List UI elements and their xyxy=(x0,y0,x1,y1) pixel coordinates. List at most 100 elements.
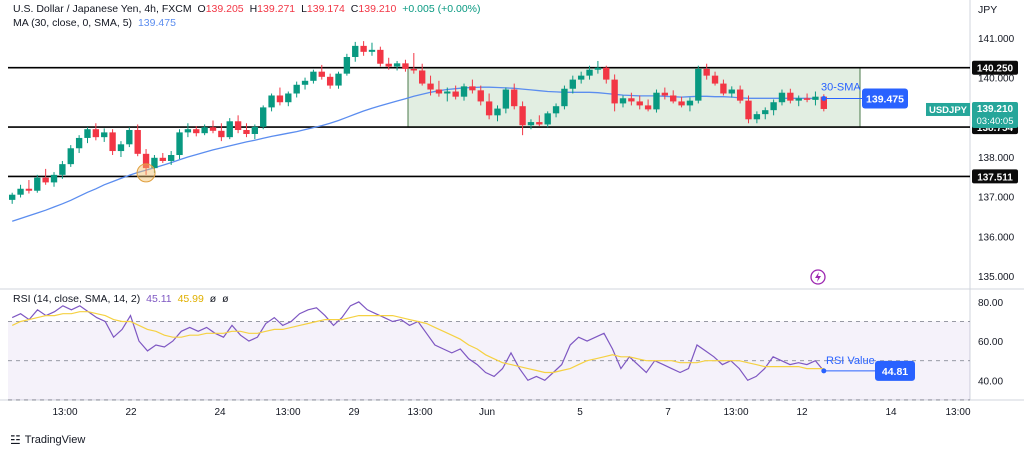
candle-body xyxy=(201,127,208,134)
candle-body xyxy=(276,95,284,103)
candle-body xyxy=(644,105,652,110)
rsi-legend: RSI (14, close, SMA, 14, 2) 45.11 45.99 … xyxy=(13,293,232,306)
candle-body xyxy=(477,90,484,102)
candle-body xyxy=(636,101,643,106)
change-value: +0.005 (+0.00%) xyxy=(402,3,481,15)
candle-body xyxy=(293,84,300,94)
candle-body xyxy=(377,49,384,64)
candle-body xyxy=(243,130,250,134)
candle-body xyxy=(184,129,192,133)
candle-body xyxy=(310,71,317,81)
candle-body xyxy=(176,132,183,156)
time-tick-label: 13:00 xyxy=(723,407,748,418)
candle-body xyxy=(795,98,802,101)
close-label: C xyxy=(350,3,359,15)
candle-body xyxy=(251,126,259,134)
ma-value: 139.475 xyxy=(137,17,176,29)
candle-body xyxy=(812,96,819,100)
chart-legend: U.S. Dollar / Japanese Yen, 4h, FXCM O13… xyxy=(13,3,484,16)
candle-body xyxy=(703,68,710,76)
candle-body xyxy=(502,89,510,109)
tradingview-icon: ☳ xyxy=(10,433,21,447)
candle-body xyxy=(352,45,359,57)
candle-body xyxy=(494,108,501,116)
candle-body xyxy=(410,68,417,71)
candle-body xyxy=(25,188,33,191)
candle-body xyxy=(653,92,660,110)
time-tick-label: 29 xyxy=(348,407,360,418)
candle-body xyxy=(778,92,786,103)
level-label-bg xyxy=(972,169,1018,184)
candle-body xyxy=(151,157,158,169)
close-value: 139.210 xyxy=(358,3,397,15)
candle-body xyxy=(586,69,593,76)
candle-body xyxy=(661,92,669,96)
candle-body xyxy=(335,73,342,86)
candle-body xyxy=(469,86,476,91)
high-label: H xyxy=(249,3,258,15)
candle-body xyxy=(485,101,493,116)
candle-body xyxy=(326,76,334,86)
time-tick-label: 22 xyxy=(125,407,137,418)
candle-body xyxy=(803,98,811,100)
time-tick-label: 12 xyxy=(796,407,808,418)
rsi-extra-2: ø xyxy=(222,293,229,305)
candle-body xyxy=(736,89,744,101)
symbol-tag-bg xyxy=(926,102,970,116)
candle-body xyxy=(209,127,217,131)
candle-body xyxy=(527,122,535,126)
rsi-extra-1: ø xyxy=(209,293,217,305)
candle-body xyxy=(226,121,233,138)
rsi-ma-value: 45.99 xyxy=(177,293,204,305)
candle-body xyxy=(695,68,702,101)
level-price-label: 140.250 xyxy=(972,60,1018,75)
candle-body xyxy=(686,100,694,106)
candle-body xyxy=(561,88,568,107)
time-tick-label: 13:00 xyxy=(275,407,300,418)
price-tick-label: 141.000 xyxy=(978,34,1015,45)
level-label-text: 140.250 xyxy=(977,64,1014,75)
tradingview-logo: ☳ TradingView xyxy=(10,433,85,447)
ma-legend: MA (30, close, 0, SMA, 5) 139.475 xyxy=(13,17,179,30)
candle-body xyxy=(134,130,141,154)
candle-body xyxy=(753,114,761,120)
candle-body xyxy=(159,157,166,161)
price-tick-label: 136.000 xyxy=(978,232,1015,243)
candle-body xyxy=(368,49,376,52)
candle-body xyxy=(419,70,426,84)
candle-body xyxy=(218,130,225,138)
time-tick-label: 13:00 xyxy=(407,407,432,418)
candle-body xyxy=(101,132,108,138)
level-label-text: 137.511 xyxy=(977,172,1013,183)
candle-body xyxy=(787,92,794,101)
candle-body xyxy=(402,63,409,69)
rsi-tick-label: 40.00 xyxy=(978,376,1003,387)
lightning-icon xyxy=(810,269,826,285)
candle-body xyxy=(34,177,41,191)
rsi-ma-line xyxy=(11,311,824,374)
rsi-value-text: 44.81 xyxy=(882,366,908,378)
candle-body xyxy=(711,75,719,84)
candle-body xyxy=(594,67,602,70)
candle-body xyxy=(444,91,451,94)
time-tick-label: 13:00 xyxy=(945,407,970,418)
candle-body xyxy=(619,98,627,104)
candle-body xyxy=(301,80,309,85)
candle-body xyxy=(268,95,275,108)
candle-body xyxy=(17,188,24,195)
candle-body xyxy=(109,132,116,152)
rsi-annotation-text: RSI Value xyxy=(826,355,875,367)
price-tick-label: 138.000 xyxy=(978,153,1015,164)
candle-body xyxy=(117,144,125,152)
time-tick-label: 7 xyxy=(665,407,671,418)
price-tick-label: 140.000 xyxy=(978,74,1015,85)
candle-body xyxy=(42,177,49,183)
level-label-bg xyxy=(972,60,1018,75)
candle-body xyxy=(569,79,576,89)
candle-body xyxy=(577,75,585,80)
candle-body xyxy=(385,63,392,67)
lightning-bolt-icon xyxy=(815,272,821,282)
price-tick-label: 135.000 xyxy=(978,272,1015,283)
low-label: L xyxy=(301,3,307,15)
